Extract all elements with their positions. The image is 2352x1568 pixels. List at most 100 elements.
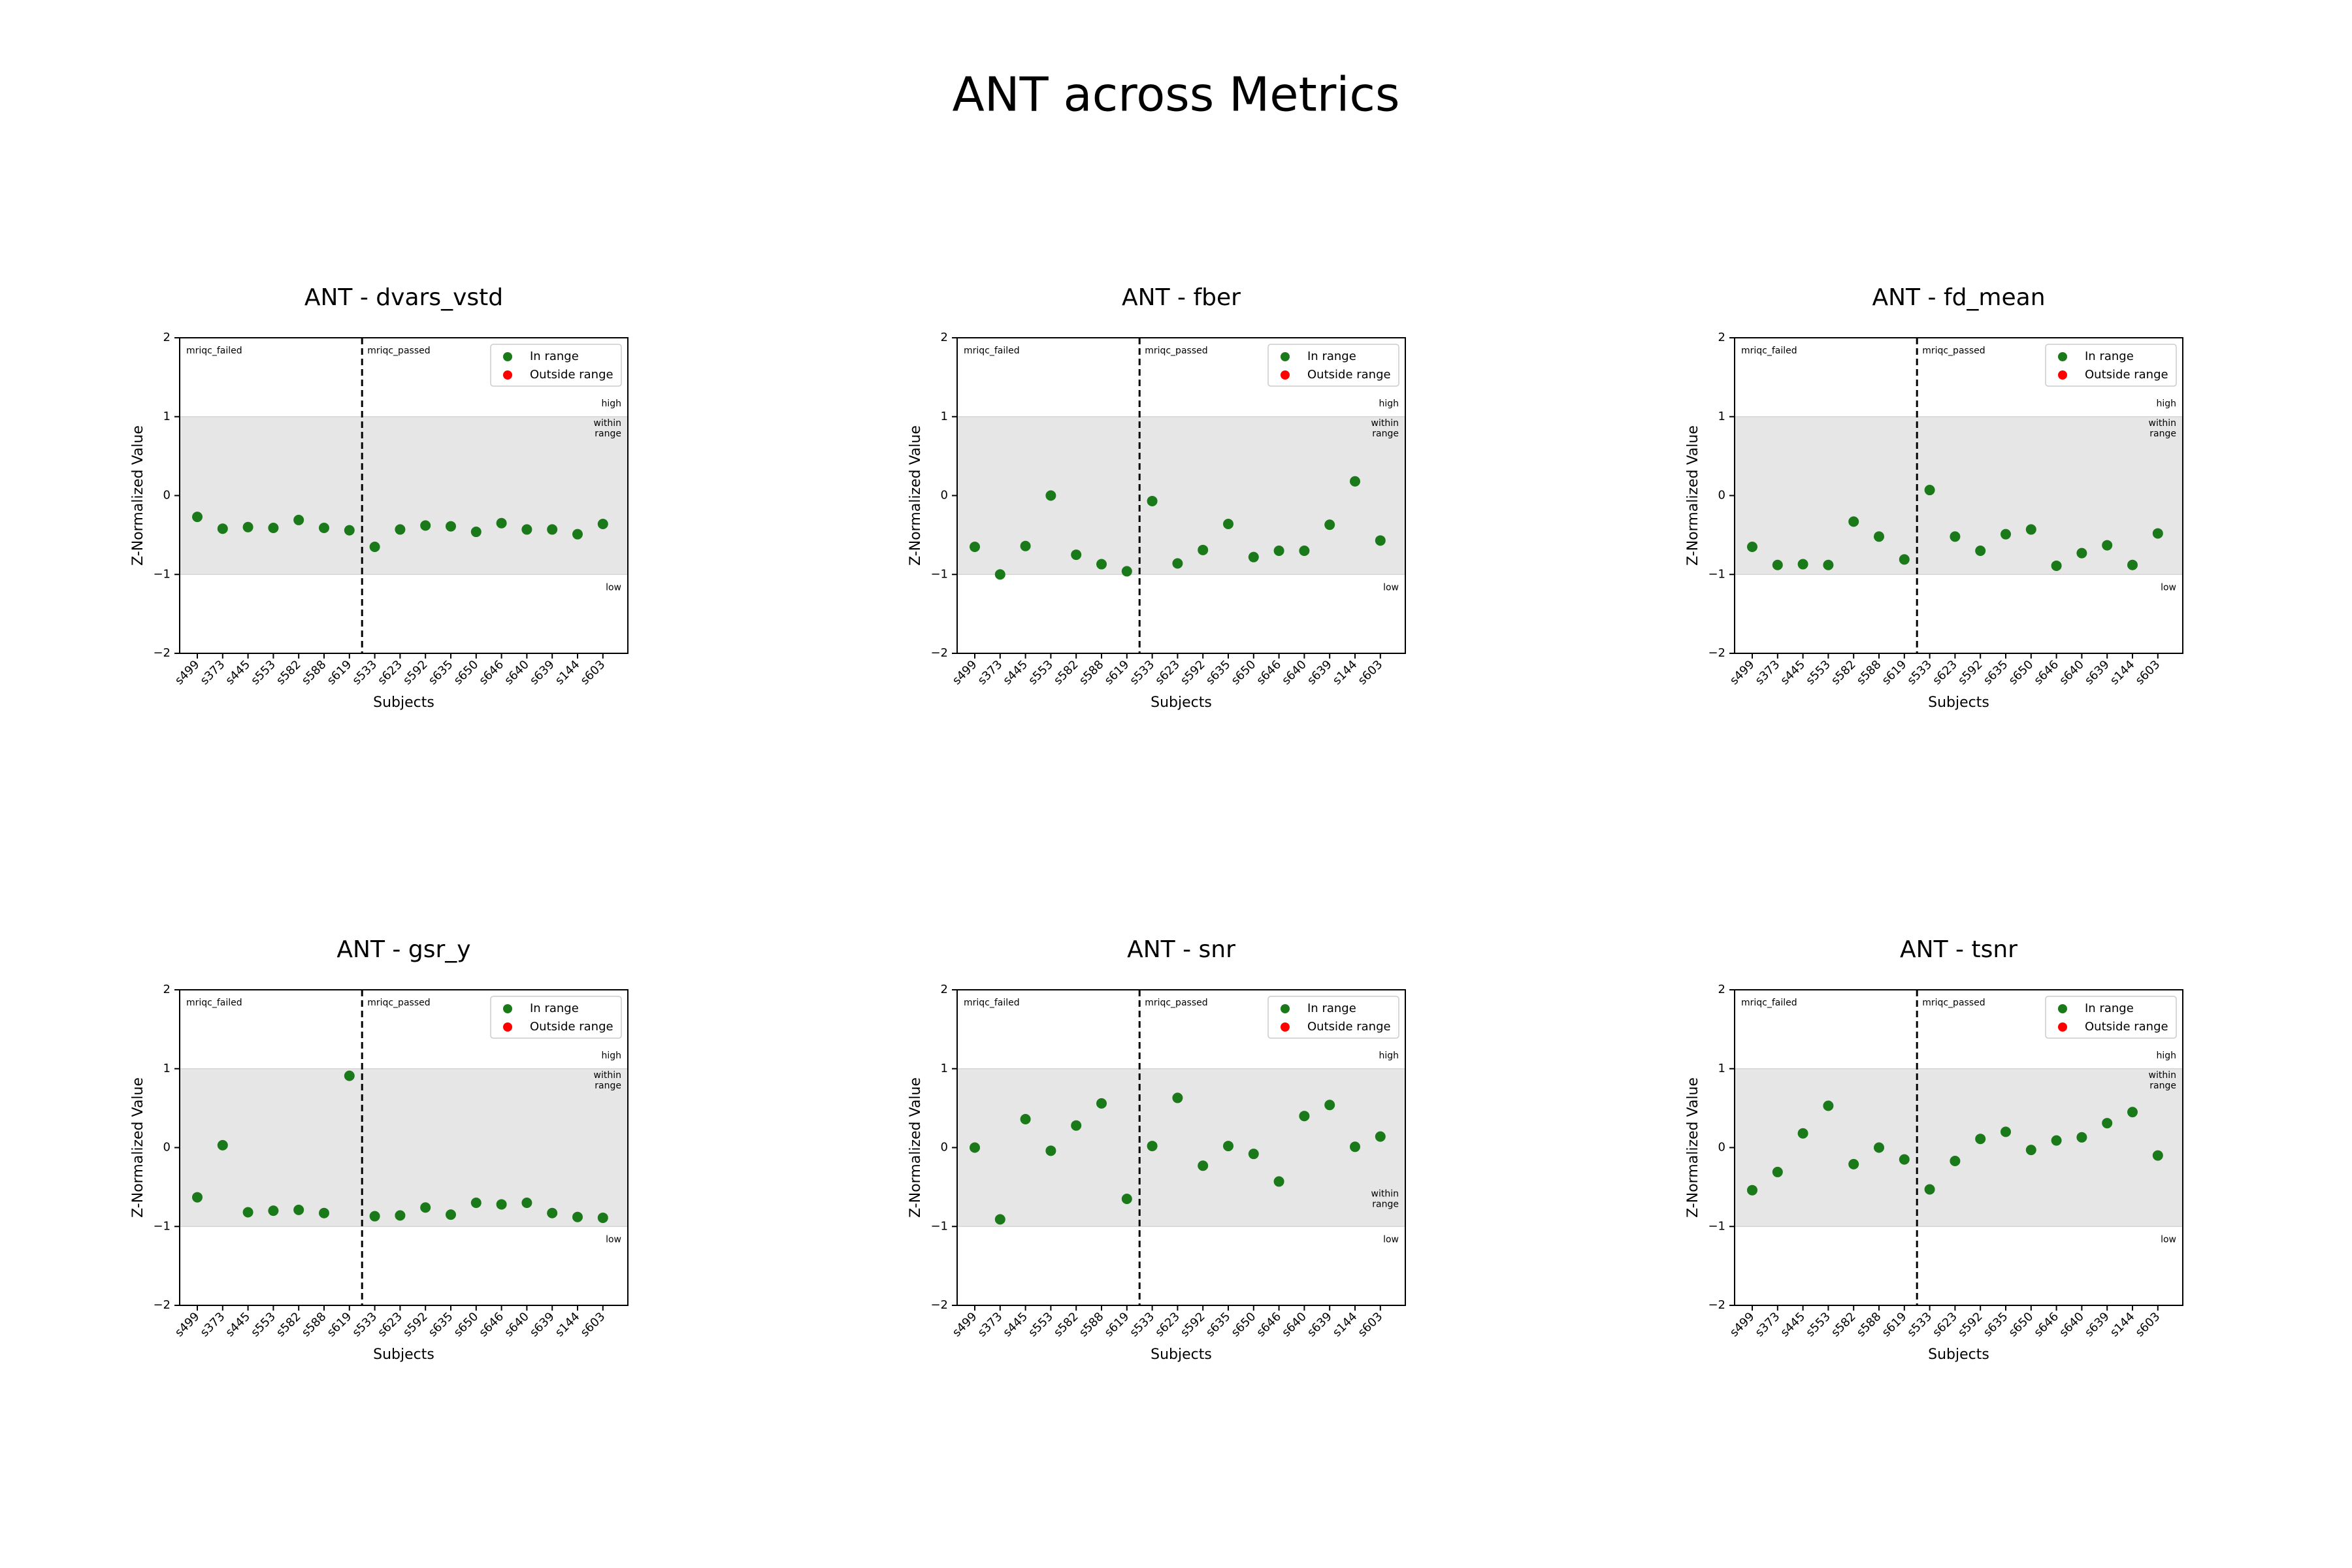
y-tick-label: −1 bbox=[153, 1219, 171, 1233]
y-tick-label: 2 bbox=[163, 983, 171, 996]
x-tick-label: s639 bbox=[1305, 1310, 1335, 1340]
data-point bbox=[2076, 547, 2087, 559]
data-point bbox=[1797, 559, 1808, 570]
within-range-band bbox=[956, 1068, 1406, 1227]
x-tick-label: s639 bbox=[527, 1310, 557, 1340]
data-point bbox=[1020, 1114, 1031, 1125]
group-label-failed: mriqc_failed bbox=[964, 346, 1020, 356]
data-point bbox=[2152, 1150, 2163, 1161]
legend-marker bbox=[2058, 370, 2067, 380]
x-tick-label: s646 bbox=[476, 658, 506, 688]
x-tick-label: s650 bbox=[451, 1310, 482, 1340]
data-point bbox=[1975, 1134, 1986, 1145]
data-point bbox=[1350, 476, 1360, 487]
x-tick-label: s603 bbox=[1356, 658, 1386, 688]
data-point bbox=[1172, 558, 1183, 569]
x-tick-label: s640 bbox=[1279, 658, 1309, 688]
data-point bbox=[521, 524, 532, 535]
within-range-band bbox=[1734, 1068, 2183, 1227]
x-tick-label: s499 bbox=[172, 658, 203, 688]
x-axis-label: Subjects bbox=[1151, 1347, 1212, 1363]
data-point bbox=[268, 523, 279, 534]
y-tick-label: 1 bbox=[163, 410, 171, 423]
x-tick-label: s639 bbox=[527, 658, 557, 688]
y-tick-label: 1 bbox=[163, 1062, 171, 1075]
data-point bbox=[1874, 531, 1884, 542]
legend-box bbox=[490, 996, 622, 1039]
data-point bbox=[2152, 528, 2163, 539]
within-range-band bbox=[956, 416, 1406, 575]
x-tick-label: s445 bbox=[1000, 1310, 1030, 1340]
figure-title: ANT across Metrics bbox=[952, 67, 1399, 122]
data-point bbox=[1899, 554, 1910, 565]
x-tick-label: s445 bbox=[223, 1310, 253, 1340]
zone-label-high: high bbox=[601, 399, 621, 409]
data-point bbox=[1823, 1100, 1834, 1111]
x-tick-label: s635 bbox=[426, 1310, 456, 1340]
data-point bbox=[1045, 1145, 1056, 1156]
legend-label: Outside range bbox=[2085, 368, 2168, 382]
group-label-failed: mriqc_failed bbox=[1741, 998, 1797, 1008]
data-point bbox=[1797, 1128, 1808, 1139]
x-tick-label: s603 bbox=[578, 658, 608, 688]
x-axis-label: Subjects bbox=[373, 694, 434, 711]
data-point bbox=[242, 521, 253, 532]
legend-label: In range bbox=[2085, 1002, 2134, 1015]
x-tick-label: s623 bbox=[1930, 658, 1960, 688]
x-tick-label: s553 bbox=[1803, 1310, 1833, 1340]
data-point bbox=[1096, 1098, 1107, 1109]
subplot-title: ANT - snr bbox=[1127, 936, 1235, 963]
x-tick-label: s635 bbox=[1203, 1310, 1233, 1340]
x-tick-label: s619 bbox=[1880, 1310, 1910, 1340]
y-tick-label: −1 bbox=[1708, 1219, 1725, 1233]
data-point bbox=[1747, 1184, 1757, 1196]
legend-box bbox=[1267, 344, 1399, 387]
x-tick-label: s640 bbox=[2057, 658, 2087, 688]
x-tick-label: s640 bbox=[2057, 1310, 2087, 1340]
data-point bbox=[1324, 519, 1335, 531]
x-tick-label: s623 bbox=[1152, 1310, 1183, 1340]
y-tick-label: −2 bbox=[930, 646, 948, 660]
zone-label-low: low bbox=[2161, 1234, 2176, 1245]
data-point bbox=[1147, 495, 1158, 506]
x-tick-label: s373 bbox=[1753, 1310, 1783, 1340]
group-label-failed: mriqc_failed bbox=[964, 998, 1020, 1008]
y-tick-label: 0 bbox=[941, 1141, 948, 1154]
x-tick-label: s582 bbox=[274, 1310, 304, 1340]
legend: In range Outside range bbox=[490, 996, 622, 1039]
legend-marker bbox=[1281, 352, 1290, 361]
x-tick-label: s582 bbox=[1829, 1310, 1859, 1340]
zone-label-low: low bbox=[606, 582, 621, 593]
data-point bbox=[1375, 535, 1386, 546]
legend-marker bbox=[1281, 1022, 1290, 1032]
x-tick-label: s445 bbox=[1778, 658, 1808, 688]
data-point bbox=[1223, 1141, 1233, 1152]
x-tick-label: s445 bbox=[1778, 1310, 1808, 1340]
x-tick-label: s619 bbox=[1102, 1310, 1132, 1340]
data-point bbox=[217, 523, 228, 534]
data-point bbox=[547, 524, 558, 535]
data-point bbox=[597, 518, 608, 529]
x-tick-label: s646 bbox=[1254, 1310, 1284, 1340]
y-tick-label: 2 bbox=[941, 331, 948, 344]
y-axis-label: Z-Normalized Value bbox=[1685, 1077, 1701, 1218]
data-point bbox=[2127, 559, 2138, 570]
x-tick-label: s588 bbox=[1077, 1310, 1107, 1340]
data-point bbox=[2001, 529, 2011, 540]
group-label-passed: mriqc_passed bbox=[1145, 998, 1207, 1008]
data-point bbox=[1198, 544, 1209, 555]
data-point bbox=[1747, 541, 1757, 552]
data-point bbox=[369, 1211, 380, 1222]
zone-label-within: range bbox=[2149, 429, 2176, 439]
zone-label-within: within bbox=[2149, 418, 2176, 429]
x-tick-label: s499 bbox=[950, 1310, 980, 1340]
y-tick-label: 1 bbox=[941, 410, 948, 423]
zone-label-low: low bbox=[1383, 582, 1399, 593]
x-tick-label: s445 bbox=[1000, 658, 1030, 688]
x-tick-label: s373 bbox=[975, 658, 1005, 688]
legend: In range Outside range bbox=[2045, 996, 2177, 1039]
x-tick-label: s582 bbox=[1829, 658, 1859, 688]
zone-label-within: within bbox=[1371, 418, 1399, 429]
legend-marker bbox=[1281, 1004, 1290, 1013]
